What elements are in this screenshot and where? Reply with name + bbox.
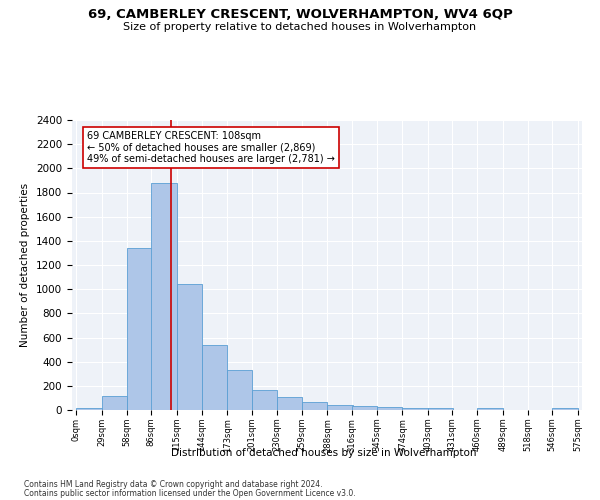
- Bar: [377, 407, 403, 410]
- Text: Contains public sector information licensed under the Open Government Licence v3: Contains public sector information licen…: [24, 489, 356, 498]
- Bar: [553, 408, 578, 410]
- Bar: [277, 396, 302, 410]
- Bar: [151, 183, 176, 410]
- Bar: [328, 405, 353, 410]
- Text: Distribution of detached houses by size in Wolverhampton: Distribution of detached houses by size …: [171, 448, 477, 458]
- Bar: [403, 408, 428, 410]
- Text: Contains HM Land Registry data © Crown copyright and database right 2024.: Contains HM Land Registry data © Crown c…: [24, 480, 323, 489]
- Bar: [302, 402, 328, 410]
- Bar: [127, 248, 152, 410]
- Bar: [101, 396, 127, 410]
- Y-axis label: Number of detached properties: Number of detached properties: [20, 183, 31, 347]
- Bar: [428, 408, 453, 410]
- Bar: [352, 406, 377, 410]
- Bar: [251, 390, 277, 410]
- Bar: [478, 408, 503, 410]
- Text: 69 CAMBERLEY CRESCENT: 108sqm
← 50% of detached houses are smaller (2,869)
49% o: 69 CAMBERLEY CRESCENT: 108sqm ← 50% of d…: [87, 131, 335, 164]
- Bar: [202, 345, 227, 410]
- Bar: [76, 408, 101, 410]
- Bar: [176, 284, 202, 410]
- Text: Size of property relative to detached houses in Wolverhampton: Size of property relative to detached ho…: [124, 22, 476, 32]
- Text: 69, CAMBERLEY CRESCENT, WOLVERHAMPTON, WV4 6QP: 69, CAMBERLEY CRESCENT, WOLVERHAMPTON, W…: [88, 8, 512, 20]
- Bar: [227, 370, 253, 410]
